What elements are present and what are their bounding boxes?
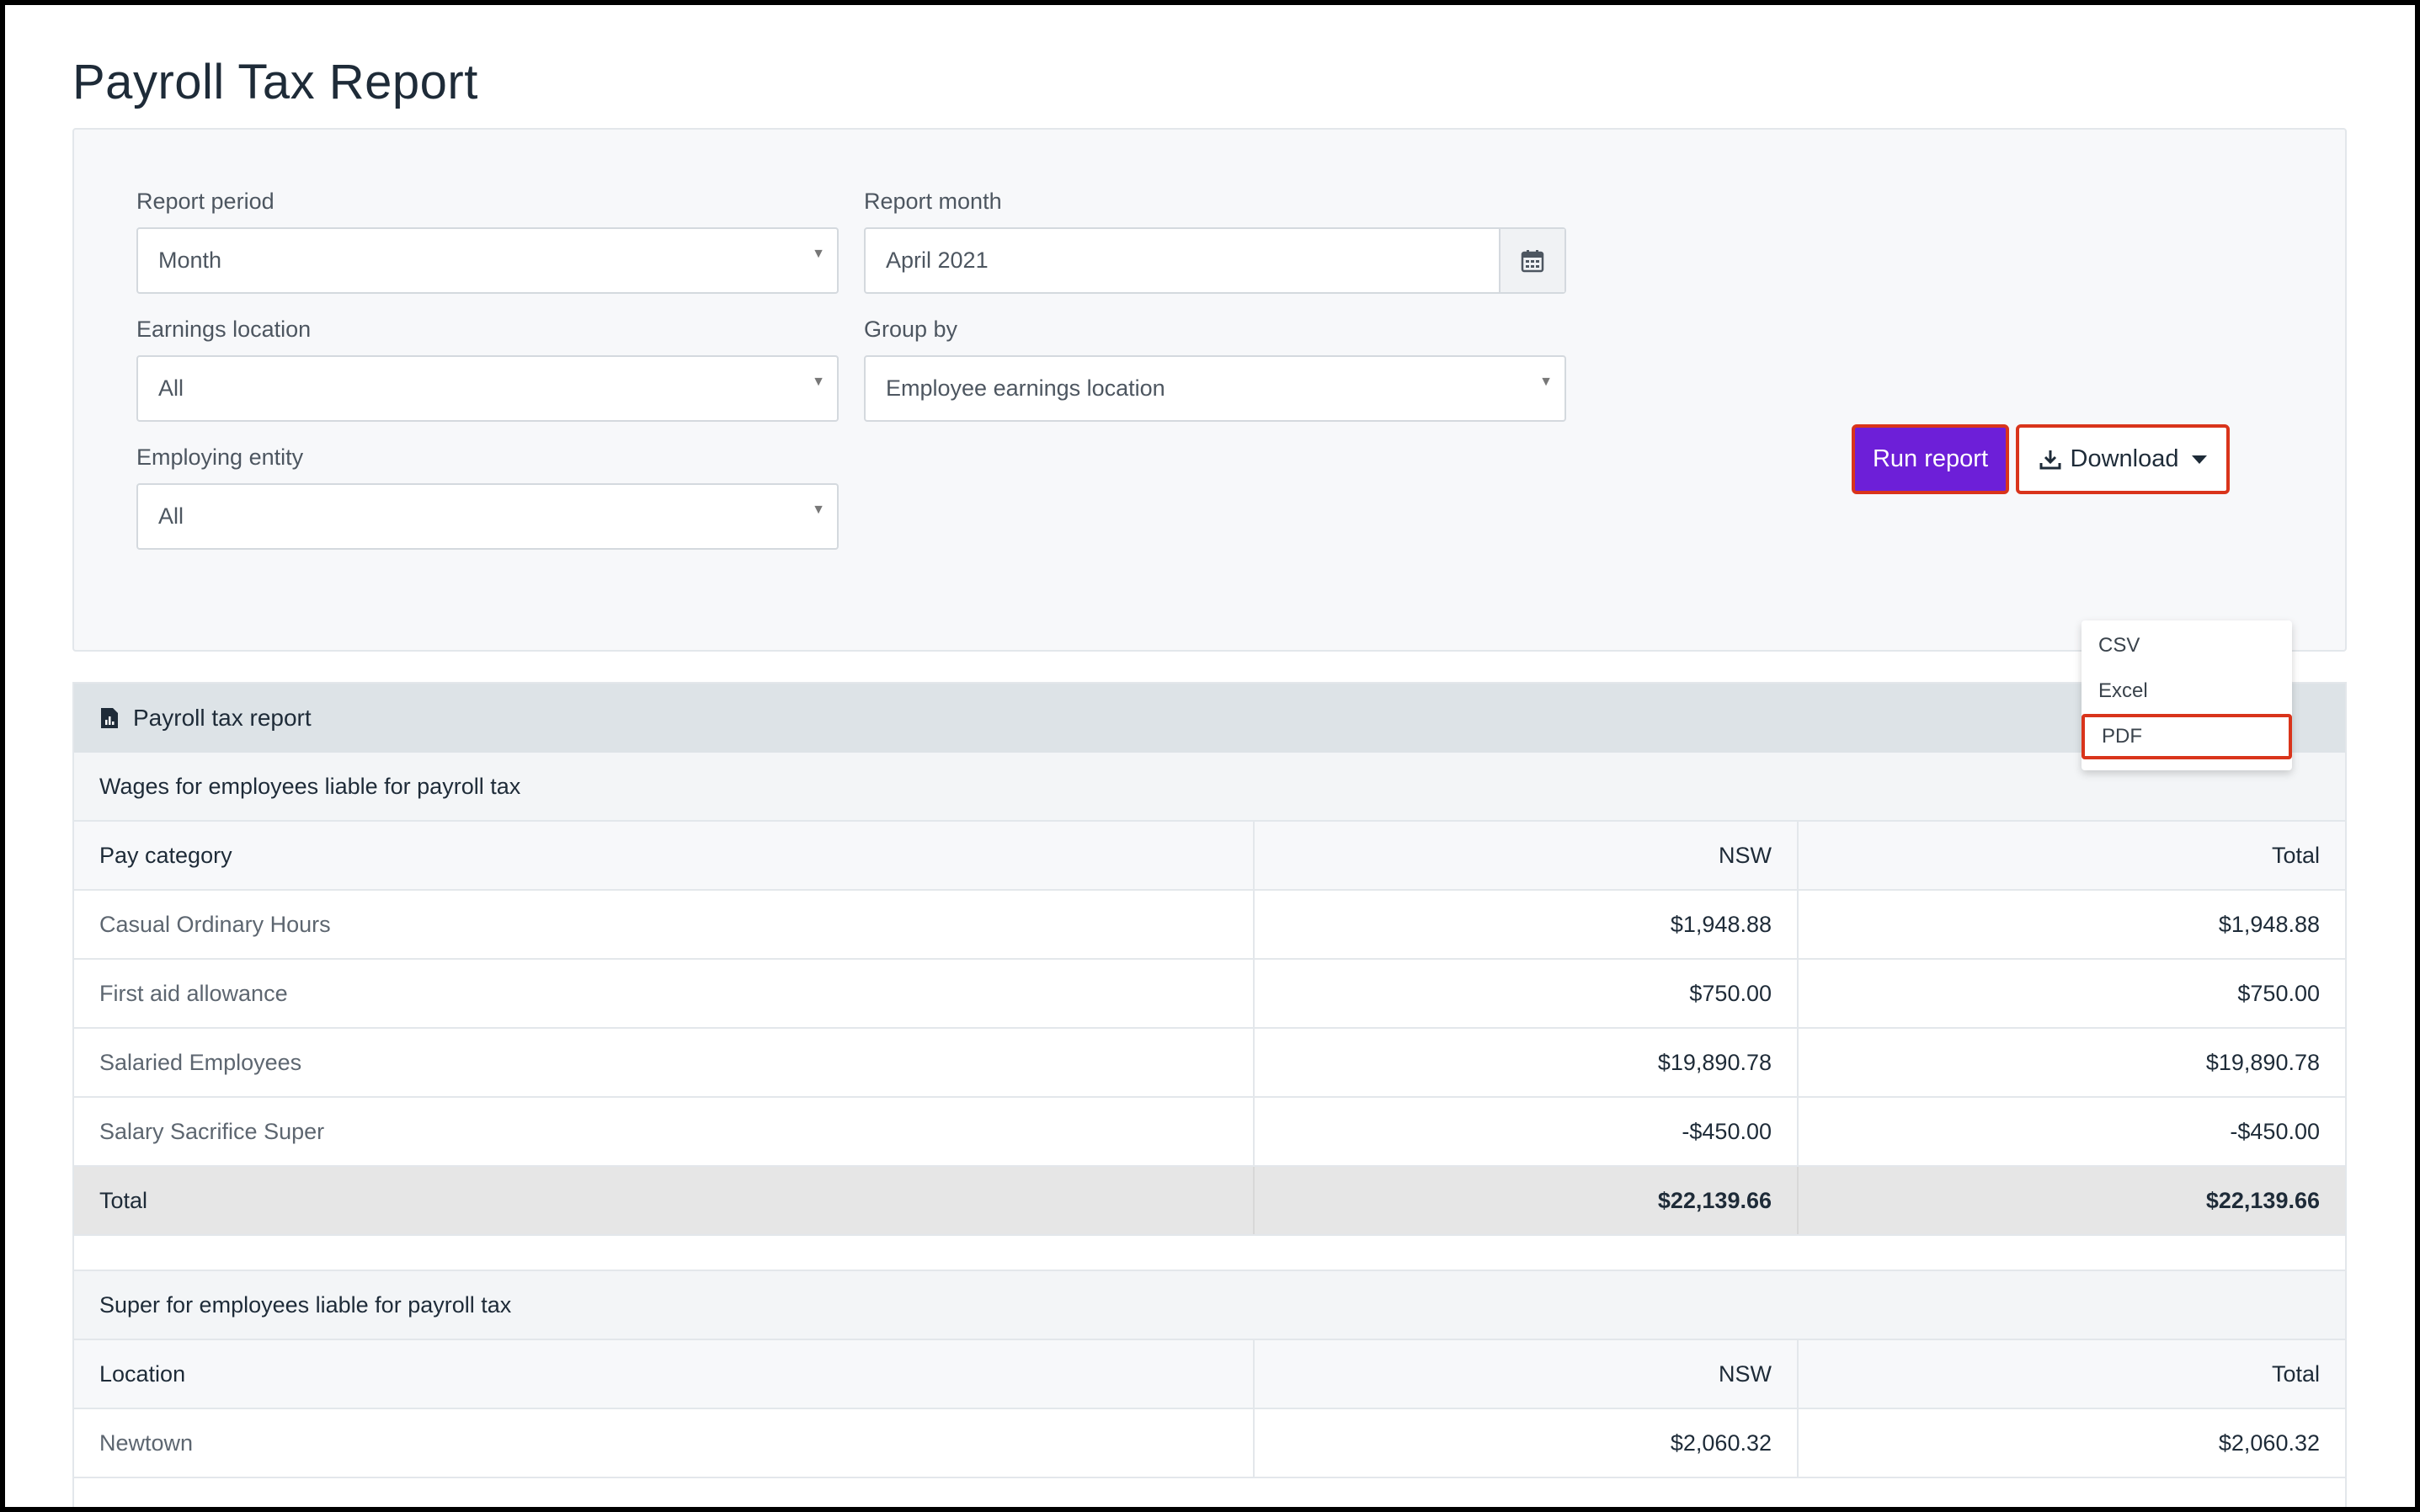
app-frame: Payroll Tax Report Report period Month ▼… [5,5,2415,1507]
wages-table-header: Pay category NSW Total [74,822,2345,891]
total-total: $22,139.66 [2205,1187,2320,1213]
column-header: Location [74,1340,1255,1408]
row-label: Salary Sacrifice Super [74,1098,1255,1165]
caret-down-icon: ▼ [812,503,825,517]
report-header: Payroll tax report [74,684,2345,753]
caret-down-icon: ▼ [1539,375,1553,389]
report-month-input[interactable]: April 2021 [864,227,1566,294]
caret-down-icon: ▼ [812,375,825,389]
row-label: Salaried Employees [74,1029,1255,1096]
caret-down-icon: ▼ [812,247,825,261]
total-label: Total [74,1167,1255,1234]
total-nsw: $22,139.66 [1255,1167,1799,1234]
download-dropdown-menu: CSV Excel PDF [2082,620,2292,770]
row-label: Newtown [74,1409,1255,1477]
employing-entity-label: Employing entity [136,445,304,470]
row-total: -$450.00 [2230,1118,2320,1144]
download-icon [2039,450,2060,469]
download-option-pdf[interactable]: PDF [2082,714,2292,759]
total-row: Total $22,139.66 $22,139.66 [74,1167,2345,1236]
report-card: Payroll tax report Wages for employees l… [72,682,2347,1507]
report-period-value: Month [158,248,222,273]
caret-down-icon [2192,455,2208,464]
row-total: $19,890.78 [2205,1049,2320,1075]
row-nsw: $750.00 [1255,960,1799,1027]
page-title: Payroll Tax Report [72,55,478,109]
employing-entity-value: All [158,503,184,529]
row-total: $750.00 [2237,980,2320,1006]
column-header: Total [2271,842,2320,868]
run-report-button[interactable]: Run report [1852,424,2009,494]
report-period-label: Report period [136,189,275,214]
row-total: $2,060.32 [2218,1429,2320,1456]
row-nsw: $2,060.32 [1255,1409,1799,1477]
column-header: Pay category [74,822,1255,889]
earnings-location-label: Earnings location [136,317,312,342]
section-divider [74,1236,2345,1271]
employing-entity-select[interactable]: All ▼ [136,483,839,550]
group-by-select[interactable]: Employee earnings location ▼ [864,355,1566,422]
wages-section-title: Wages for employees liable for payroll t… [74,753,2345,822]
column-header: Total [2271,1360,2320,1387]
row-label: First aid allowance [74,960,1255,1027]
calendar-icon [1521,249,1544,272]
report-month-label: Report month [864,189,1002,214]
row-label: Casual Ordinary Hours [74,891,1255,958]
filter-panel: Report period Month ▼ Report month April… [72,128,2347,652]
table-row: Casual Ordinary Hours $1,948.88 $1,948.8… [74,891,2345,960]
download-option-excel[interactable]: Excel [2098,679,2148,702]
report-period-select[interactable]: Month ▼ [136,227,839,294]
earnings-location-select[interactable]: All ▼ [136,355,839,422]
download-label: Download [2070,445,2179,472]
group-by-label: Group by [864,317,958,342]
row-nsw: $19,890.78 [1255,1029,1799,1096]
column-header: NSW [1255,822,1799,889]
table-row: Newtown $2,060.32 $2,060.32 [74,1409,2345,1478]
row-nsw: -$450.00 [1255,1098,1799,1165]
table-row: Salaried Employees $19,890.78 $19,890.78 [74,1029,2345,1098]
row-total: $1,948.88 [2218,911,2320,937]
earnings-location-value: All [158,375,184,401]
report-month-value: April 2021 [886,248,989,273]
group-by-value: Employee earnings location [886,375,1165,401]
column-header: NSW [1255,1340,1799,1408]
report-chart-icon [101,708,118,728]
download-option-csv[interactable]: CSV [2098,634,2140,657]
table-row: First aid allowance $750.00 $750.00 [74,960,2345,1029]
super-section-title: Super for employees liable for payroll t… [74,1271,2345,1340]
calendar-button[interactable] [1499,229,1564,292]
report-header-title: Payroll tax report [133,705,312,731]
row-nsw: $1,948.88 [1255,891,1799,958]
download-button[interactable]: Download [2016,424,2230,494]
super-table-header: Location NSW Total [74,1340,2345,1409]
table-row: Salary Sacrifice Super -$450.00 -$450.00 [74,1098,2345,1167]
